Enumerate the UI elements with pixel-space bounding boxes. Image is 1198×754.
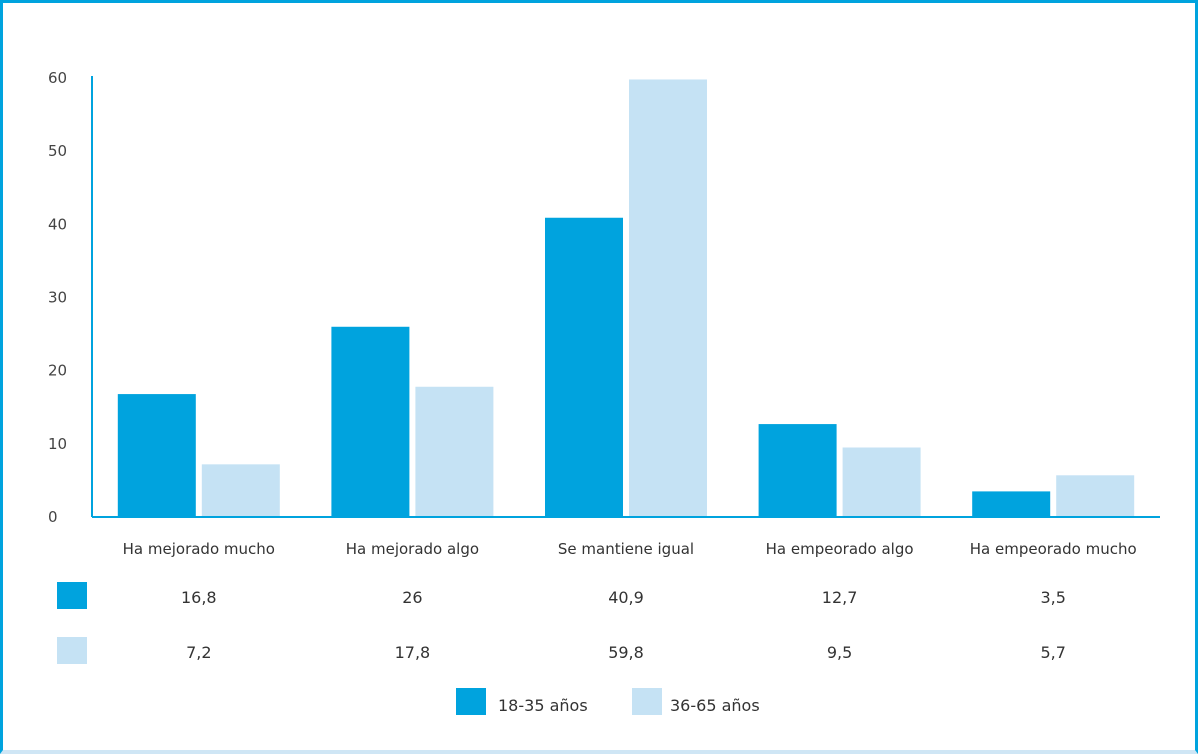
data-label: 7,2	[186, 643, 211, 662]
data-label: 3,5	[1040, 588, 1065, 607]
category-label: Ha empeorado algo	[766, 540, 914, 558]
bar-series2-0	[201, 464, 280, 517]
category-label: Ha mejorado mucho	[123, 540, 275, 558]
category-label: Se mantiene igual	[558, 540, 694, 558]
table-swatch-series2	[57, 637, 87, 664]
data-label: 17,8	[395, 643, 431, 662]
y-tick-label: 60	[48, 69, 67, 87]
category-label: Ha empeorado mucho	[970, 540, 1137, 558]
bar-series2-1	[415, 386, 494, 517]
data-label: 9,5	[827, 643, 852, 662]
y-tick-label: 30	[48, 289, 67, 307]
y-tick-label: 20	[48, 362, 67, 380]
data-label: 5,7	[1040, 643, 1065, 662]
y-tick-label: 0	[48, 508, 58, 526]
legend-label: 36-65 años	[670, 696, 760, 715]
bar-series2-4	[1056, 475, 1135, 517]
data-label: 59,8	[608, 643, 644, 662]
legend-label: 18-35 años	[498, 696, 588, 715]
category-label: Ha mejorado algo	[346, 540, 479, 558]
y-tick-label: 40	[48, 215, 67, 233]
bar-series1-4	[972, 491, 1051, 517]
table-swatch-series1	[57, 582, 87, 609]
data-label: 26	[402, 588, 422, 607]
bar-series1-0	[117, 394, 196, 517]
legend-swatch-series2	[632, 688, 662, 715]
data-label: 40,9	[608, 588, 644, 607]
bar-series2-3	[842, 447, 921, 517]
bar-series1-1	[331, 326, 410, 517]
bar-series1-2	[545, 217, 623, 517]
data-label: 12,7	[822, 588, 858, 607]
y-tick-label: 10	[48, 435, 67, 453]
bar-series1-3	[758, 424, 837, 517]
data-label: 16,8	[181, 588, 217, 607]
legend-swatch-series1	[456, 688, 486, 715]
bar-series2-2	[629, 79, 707, 518]
y-tick-label: 50	[48, 142, 67, 160]
